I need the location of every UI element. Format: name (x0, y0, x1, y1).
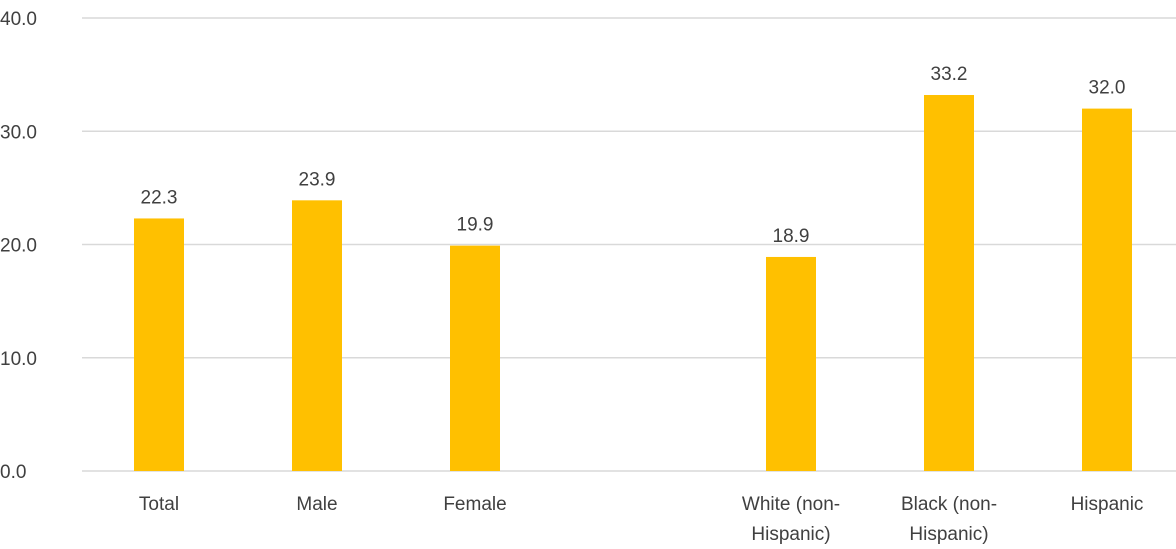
bar (1082, 108, 1132, 471)
category-label: Black (non-Hispanic) (901, 494, 997, 545)
category-label: White (non-Hispanic) (742, 494, 840, 545)
y-tick-label: 10.0 (0, 349, 37, 370)
bar (134, 218, 184, 471)
data-label: 22.3 (141, 187, 178, 208)
y-tick-label: 0.0 (0, 462, 26, 483)
bar (766, 256, 816, 471)
category-label: Hispanic (1071, 494, 1144, 515)
data-label: 32.0 (1089, 78, 1126, 99)
data-labels: 22.3 23.9 19.9 18.9 33.2 32.0 (141, 64, 1126, 247)
gridlines (82, 17, 1176, 472)
data-label: 33.2 (931, 64, 968, 85)
y-axis-tick-labels: 0.0 10.0 20.0 30.0 40.0 (0, 9, 37, 483)
bar (924, 95, 974, 471)
category-label: Male (296, 494, 337, 515)
category-label: Female (443, 494, 506, 515)
data-label: 23.9 (299, 169, 336, 190)
y-tick-label: 40.0 (0, 9, 37, 30)
y-tick-label: 30.0 (0, 122, 37, 143)
category-label: Total (139, 494, 179, 515)
category-labels: Total Male Female White (non-Hispanic) Black… (139, 494, 1144, 545)
data-label: 19.9 (457, 215, 494, 236)
bar (292, 200, 342, 471)
data-label: 18.9 (773, 226, 810, 247)
bars (134, 95, 1132, 471)
bar (450, 245, 500, 471)
y-tick-label: 20.0 (0, 236, 37, 257)
